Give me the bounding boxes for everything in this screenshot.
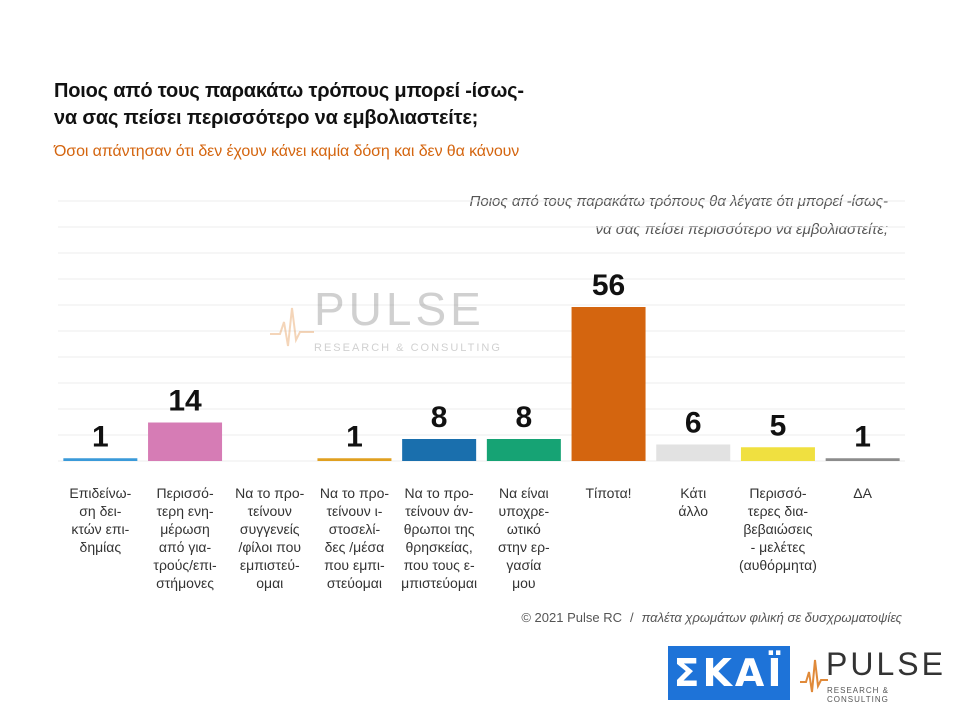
- bar-value-label: 1: [854, 420, 871, 453]
- bar: [148, 422, 223, 461]
- bar-value-label: 1: [92, 420, 109, 453]
- pulse-logo-tagline: RESEARCH & CONSULTING: [827, 686, 890, 704]
- bar: [740, 447, 815, 461]
- category-label: Να είναι υποχρε-ωτικό στην ερ-γασία μου: [497, 485, 550, 591]
- chart-title-line-2: να σας πείσει περισσότερο να εμβολιαστεί…: [54, 107, 479, 129]
- category-label: Τίποτα!: [585, 485, 632, 501]
- chart-title-line-1: Ποιος από τους παρακάτω τρόπους μπορεί -…: [54, 80, 524, 102]
- bar-value-label: 8: [516, 401, 533, 434]
- skai-logo: ΣΚΑΪ: [668, 646, 790, 700]
- pulse-logo: PULSE RESEARCH & CONSULTING: [800, 646, 946, 704]
- bar: [317, 458, 392, 461]
- bar: [656, 444, 731, 461]
- category-label: Να το προ-τείνουν άν-θρωποι της θρησκείας…: [401, 485, 478, 591]
- bar: [402, 439, 477, 461]
- bar-value-label: 1: [346, 420, 363, 453]
- pulse-logo-wave-icon: [800, 659, 828, 693]
- pulse-watermark: PULSE RESEARCH & CONSULTING: [270, 282, 510, 362]
- palette-note: παλέτα χρωμάτων φιλική σε δυσχρωματοψίες: [641, 610, 902, 625]
- category-label: ΔΑ: [853, 485, 872, 501]
- bar-value-label: 14: [168, 385, 202, 418]
- pulse-wave-icon: [270, 307, 314, 347]
- bar-value-label: 8: [431, 401, 448, 434]
- bar: [825, 458, 900, 461]
- watermark-brand: PULSE: [314, 283, 485, 335]
- category-label: Περισσό-τερες δια-βεβαιώσεις - μελέτες (αυ…: [738, 485, 817, 573]
- footer-separator: /: [630, 610, 634, 625]
- bar-value-label: 6: [685, 407, 702, 440]
- survey-question-line-2: να σας πείσει περισσότερο να εμβολιαστεί…: [595, 221, 888, 238]
- gridlines: [58, 200, 905, 462]
- footer-note: © 2021 Pulse RC / παλέτα χρωμάτων φιλική σ…: [521, 610, 902, 625]
- watermark-tagline: RESEARCH & CONSULTING: [314, 342, 502, 354]
- bar: [63, 458, 138, 461]
- category-label: Περισσό-τερη ενη-μέρωση από για-τρούς/επι…: [153, 485, 217, 591]
- category-label: Επιδείνω-ση δει-κτών επι-δημίας: [69, 485, 132, 555]
- bar: [486, 439, 561, 461]
- bar-value-label: 5: [770, 409, 787, 442]
- category-label: Κάτι άλλο: [678, 485, 709, 519]
- chart-subtitle: Όσοι απάντησαν ότι δεν έχουν κάνει καμία…: [54, 143, 520, 160]
- bar-value-label: 56: [592, 269, 625, 302]
- category-label: Να το προ-τείνουν ι-στοσελί-δες /μέσα που…: [319, 485, 390, 591]
- category-label: Να το προ-τείνουν συγγενείς/φίλοι που εμπι…: [235, 485, 305, 591]
- chart-title: Ποιος από τους παρακάτω τρόπους μπορεί -…: [54, 78, 694, 132]
- bar: [571, 307, 646, 461]
- copyright-text: © 2021 Pulse RC: [521, 610, 622, 625]
- pulse-logo-brand: PULSE: [826, 646, 946, 682]
